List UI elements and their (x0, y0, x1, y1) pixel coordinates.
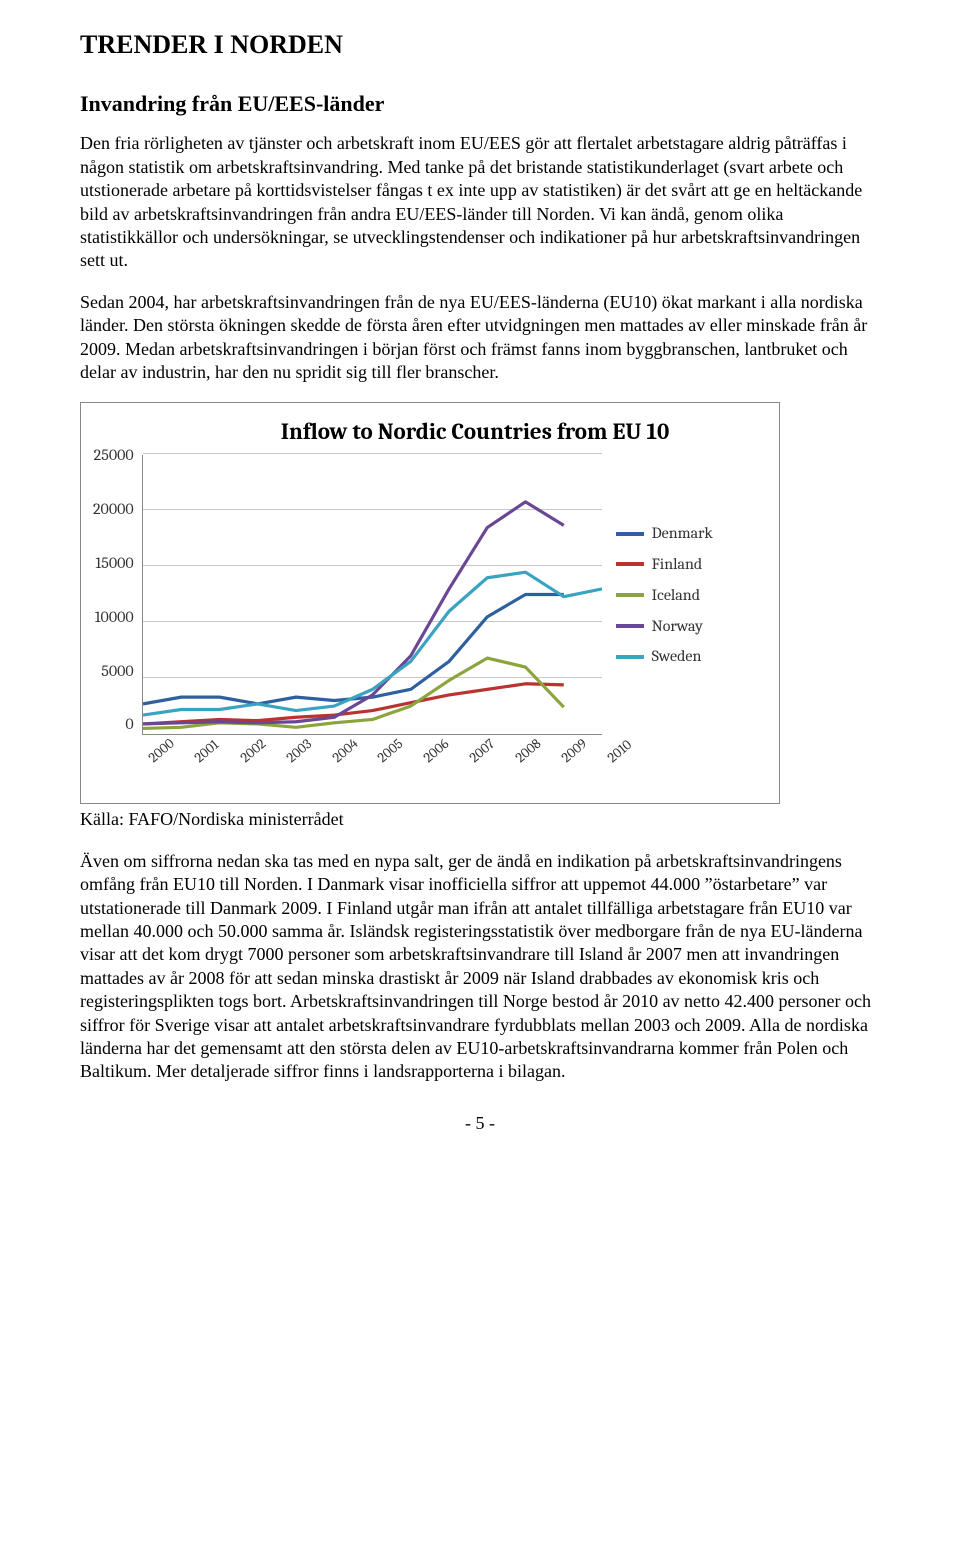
chart-gridline (143, 453, 602, 454)
chart-series-norway (143, 502, 564, 724)
legend-label: Denmark (652, 523, 713, 544)
section-heading: Invandring från EU/EES-länder (80, 90, 880, 119)
chart-ytick: 5000 (101, 661, 133, 682)
chart-x-axis: 2000200120022003200420052006200720082009… (151, 741, 611, 759)
chart-container: Inflow to Nordic Countries from EU 10 25… (80, 402, 780, 804)
chart-ytick: 15000 (95, 553, 133, 574)
legend-item-iceland: Iceland (616, 585, 713, 606)
paragraph-3: Även om siffrorna nedan ska tas med en n… (80, 850, 880, 1084)
legend-item-denmark: Denmark (616, 523, 713, 544)
chart-series-finland (143, 684, 564, 724)
chart-plot-area (142, 455, 602, 735)
chart-ytick: 20000 (93, 499, 134, 520)
chart-series-iceland (143, 658, 564, 728)
page-title: TRENDER I NORDEN (80, 28, 880, 62)
chart-ytick: 10000 (95, 607, 134, 628)
chart-source: Källa: FAFO/Nordiska ministerrådet (80, 808, 880, 831)
legend-label: Norway (652, 616, 703, 637)
chart-title: Inflow to Nordic Countries from EU 10 (183, 417, 767, 447)
legend-swatch (616, 562, 644, 566)
legend-swatch (616, 593, 644, 597)
chart-y-axis: 25000 20000 15000 10000 5000 0 (93, 445, 134, 735)
legend-label: Iceland (652, 585, 700, 606)
chart-legend: Denmark Finland Iceland Norway Sweden (616, 513, 713, 677)
legend-label: Finland (652, 554, 703, 575)
legend-item-norway: Norway (616, 616, 713, 637)
legend-swatch (616, 532, 644, 536)
paragraph-1: Den fria rörligheten av tjänster och arb… (80, 132, 880, 272)
legend-item-finland: Finland (616, 554, 713, 575)
chart-ytick: 25000 (94, 445, 134, 466)
page-number: - 5 - (80, 1112, 880, 1135)
paragraph-2: Sedan 2004, har arbetskraftsinvandringen… (80, 291, 880, 385)
legend-swatch (616, 655, 644, 659)
chart-ytick: 0 (125, 714, 133, 735)
legend-label: Sweden (652, 646, 702, 667)
legend-item-sweden: Sweden (616, 646, 713, 667)
legend-swatch (616, 624, 644, 628)
